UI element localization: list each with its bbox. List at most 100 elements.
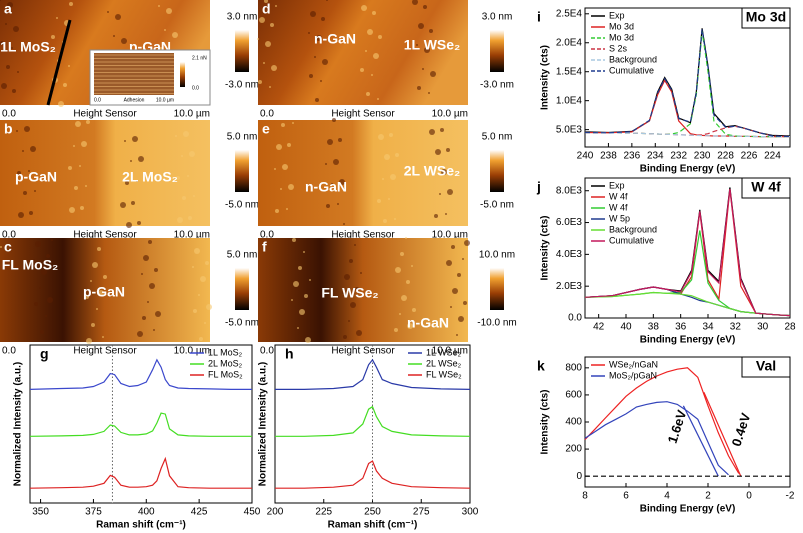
afm-texture bbox=[34, 302, 38, 306]
afm-texture bbox=[189, 151, 195, 157]
legend-label: FL MoS₂ bbox=[208, 369, 243, 379]
afm-texture bbox=[141, 273, 143, 275]
afm-texture bbox=[390, 174, 396, 180]
series-line bbox=[29, 412, 252, 437]
afm-texture bbox=[193, 309, 197, 313]
y-tick-label: 2.0E4 bbox=[556, 37, 583, 48]
afm-texture bbox=[22, 150, 24, 152]
series-line bbox=[584, 131, 790, 138]
afm-texture bbox=[274, 168, 276, 170]
afm-texture bbox=[29, 211, 33, 215]
x-tick-label: 224 bbox=[764, 151, 781, 162]
afm-texture bbox=[6, 65, 10, 69]
afm-texture bbox=[297, 327, 299, 329]
afm-texture bbox=[337, 203, 339, 205]
afm-texture bbox=[377, 98, 379, 100]
afm-texture bbox=[401, 295, 407, 301]
afm-texture bbox=[395, 153, 399, 157]
x-tick-label: 400 bbox=[138, 507, 155, 518]
afm-texture bbox=[199, 337, 203, 341]
x-tick-label: 234 bbox=[647, 151, 664, 162]
afm-texture bbox=[308, 32, 310, 34]
afm-texture bbox=[360, 272, 362, 274]
x-axis-label: Binding Energy (eV) bbox=[640, 164, 736, 175]
axis-title: Height Sensor bbox=[73, 346, 137, 357]
afm-texture bbox=[73, 145, 75, 147]
afm-texture bbox=[281, 123, 285, 127]
colorbar bbox=[235, 268, 249, 310]
afm-texture bbox=[464, 240, 470, 246]
afm-texture bbox=[361, 5, 367, 11]
title-box bbox=[741, 356, 791, 378]
afm-texture bbox=[422, 68, 424, 70]
afm-texture bbox=[458, 316, 464, 322]
title-box bbox=[741, 7, 791, 29]
x-tick-label: 350 bbox=[32, 507, 49, 518]
series-line bbox=[682, 405, 719, 477]
afm-texture bbox=[372, 11, 376, 15]
afm-texture bbox=[98, 290, 104, 296]
legend-label: WSe₂/nGaN bbox=[609, 359, 658, 369]
afm-texture bbox=[0, 0, 1, 1]
x-tick-label: 36 bbox=[675, 322, 687, 333]
y-axis-label: Intensity (cts) bbox=[540, 389, 551, 454]
afm-texture bbox=[153, 329, 155, 331]
afm-texture bbox=[418, 23, 424, 29]
afm-texture bbox=[293, 281, 299, 287]
afm-texture bbox=[377, 199, 381, 203]
legend-label: W 5p bbox=[609, 213, 630, 223]
afm-texture bbox=[0, 41, 4, 45]
y-tick-label: 2.5E4 bbox=[556, 8, 583, 19]
afm-texture bbox=[412, 0, 418, 5]
afm-texture bbox=[365, 50, 367, 52]
afm-texture bbox=[440, 128, 444, 132]
afm-texture bbox=[287, 143, 291, 147]
afm-texture bbox=[344, 274, 350, 280]
afm-texture bbox=[51, 35, 55, 39]
afm-texture bbox=[446, 148, 450, 152]
boundary-line bbox=[46, 19, 72, 106]
axis-start: 0.0 bbox=[260, 346, 274, 357]
scale-max: 5.0 nm bbox=[227, 132, 258, 143]
afm-texture bbox=[282, 164, 288, 170]
panel-letter: d bbox=[262, 1, 271, 17]
afm-texture bbox=[120, 202, 126, 208]
afm-texture bbox=[259, 17, 265, 23]
series-line bbox=[584, 29, 791, 138]
afm-texture bbox=[450, 306, 452, 308]
afm-texture bbox=[68, 65, 70, 67]
afm-texture bbox=[326, 0, 328, 1]
afm-texture bbox=[452, 288, 458, 294]
afm-texture bbox=[97, 247, 101, 251]
afm-texture bbox=[33, 259, 35, 261]
axis-title: Height Sensor bbox=[331, 230, 395, 241]
afm-texture bbox=[322, 59, 328, 65]
x-axis-label: Binding Energy (eV) bbox=[640, 335, 736, 346]
panel-letter: c bbox=[4, 239, 12, 255]
afm-texture bbox=[258, 80, 262, 84]
afm-texture bbox=[349, 259, 353, 263]
afm-texture bbox=[130, 160, 132, 162]
legend-label: 2L WSe₂ bbox=[426, 358, 462, 368]
region-label: 1L WSe₂ bbox=[404, 37, 461, 53]
inset-image bbox=[94, 53, 174, 95]
scale-max: 5.0 nm bbox=[482, 132, 513, 143]
afm-texture bbox=[74, 186, 78, 190]
afm-texture bbox=[158, 5, 160, 7]
afm-texture bbox=[68, 166, 72, 170]
afm-texture bbox=[28, 170, 30, 172]
region-label: n-GaN bbox=[407, 315, 449, 331]
y-axis-label: Intensity (cts) bbox=[540, 45, 551, 110]
scale-max: 5.0 nm bbox=[227, 250, 258, 261]
afm-texture bbox=[175, 135, 177, 137]
afm-texture bbox=[360, 68, 364, 72]
afm-texture bbox=[342, 292, 344, 294]
afm-texture bbox=[176, 176, 180, 180]
afm-texture bbox=[126, 222, 132, 228]
scale-min: -5.0 nm bbox=[225, 200, 259, 211]
scale-max: 3.0 nm bbox=[482, 12, 513, 23]
afm-texture bbox=[286, 208, 288, 210]
afm-texture bbox=[462, 258, 464, 260]
afm-texture bbox=[291, 299, 293, 301]
afm-texture bbox=[69, 2, 73, 6]
